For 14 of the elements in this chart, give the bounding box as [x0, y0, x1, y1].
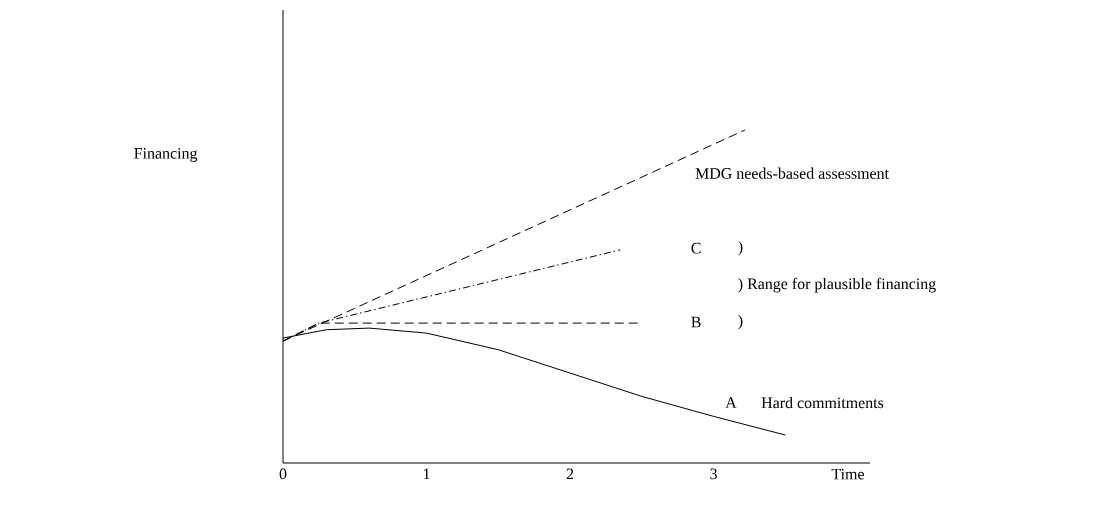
annotation: Hard commitments — [761, 396, 884, 409]
x-tick-label: 0 — [279, 468, 287, 480]
x-tick-label: 1 — [423, 468, 430, 480]
series-label: A — [725, 397, 737, 408]
annotation: C — [691, 242, 701, 254]
annotation: ) — [738, 314, 743, 330]
x-tick-label: 3 — [710, 468, 717, 480]
annotation: B — [691, 316, 701, 328]
annotation: ) — [738, 240, 743, 256]
annotation: ) Range for plausible financing — [738, 277, 936, 293]
text: Financing — [134, 147, 198, 162]
x-axis-title: Time — [831, 468, 864, 480]
series-label: MDG needs-based assessment — [695, 167, 889, 179]
x-tick-label: 2 — [566, 468, 574, 480]
